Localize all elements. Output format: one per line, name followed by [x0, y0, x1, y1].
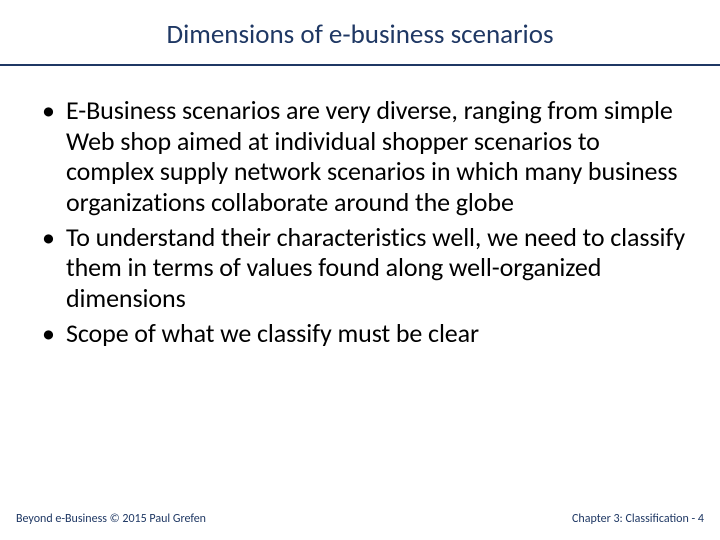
slide-body: • E-Business scenarios are very diverse,…: [38, 95, 688, 352]
bullet-icon: •: [42, 318, 55, 349]
title-underline: [0, 64, 720, 66]
list-item-text: Scope of what we classify must be clear: [66, 317, 479, 349]
list-item: • E-Business scenarios are very diverse,…: [38, 95, 688, 218]
slide: Dimensions of e-business scenarios • E-B…: [0, 0, 720, 540]
slide-title: Dimensions of e-business scenarios: [0, 18, 720, 51]
list-item: • To understand their characteristics we…: [38, 222, 688, 314]
bullet-icon: •: [42, 95, 55, 126]
bullet-list: • E-Business scenarios are very diverse,…: [38, 95, 688, 348]
footer-left: Beyond e-Business © 2015 Paul Grefen: [16, 512, 206, 526]
footer-right: Chapter 3: Classification - 4: [572, 512, 704, 526]
list-item-text: To understand their characteristics well…: [66, 221, 685, 314]
bullet-icon: •: [42, 222, 55, 253]
list-item-text: E-Business scenarios are very diverse, r…: [66, 94, 678, 218]
list-item: • Scope of what we classify must be clea…: [38, 318, 688, 349]
